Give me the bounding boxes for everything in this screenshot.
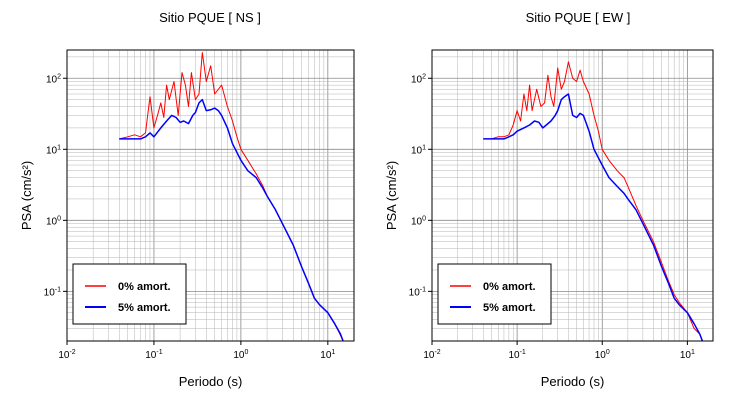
x-tick-label: 101 [680,349,695,361]
chart-panel-ew: Sitio PQUE [ EW ]10-2 10-1 100 10110-110010… [384,10,714,389]
x-tick-label: 101 [320,349,335,361]
x-axis-title: Periodo (s) [179,374,243,389]
y-tick-label: 101 [46,144,61,156]
y-tick-label: 101 [411,144,426,156]
x-tick-label: 10-1 [508,349,525,361]
plot-frame [66,49,355,342]
chart-title: Sitio PQUE [ EW ] [526,10,631,25]
x-tick-label: 10-1 [145,349,162,361]
legend-box [437,263,552,325]
series-line-amort-5 [483,93,704,342]
legend-label-amort-5: 5% amort. [483,302,536,314]
y-tick-label: 102 [46,73,61,85]
y-tick-label: 102 [411,73,426,85]
legend-label-amort-0: 0% amort. [483,281,536,293]
x-tick-label: 10-2 [58,349,75,361]
y-tick-label: 100 [46,215,61,227]
legend: 0% amort. 5% amort. [72,263,187,325]
y-axis-title: PSA (cm/s²) [19,161,34,230]
plot-frame [431,49,714,342]
legend-label-amort-0: 0% amort. [118,281,171,293]
legend-box [72,263,187,325]
x-axis-title: Periodo (s) [541,374,605,389]
y-tick-label: 100 [411,215,426,227]
y-tick-label: 10-1 [409,286,426,298]
x-tick-label: 100 [233,349,248,361]
x-tick-label: 100 [595,349,610,361]
x-tick-label: 10-2 [423,349,440,361]
ticks: 10-2 10-1 100 101 10-1 100 101 102 [44,73,336,361]
series-line-amort-5 [119,98,344,342]
chart-title: Sitio PQUE [ NS ] [159,10,261,25]
ticks: 10-2 10-1 100 101 10-1 100 101 102 [409,73,695,361]
legend-label-amort-5: 5% amort. [118,302,171,314]
chart-panel-ns: Sitio PQUE [ NS ]10-2 10-1 100 10110-110010… [19,10,355,389]
y-axis-title: PSA (cm/s²) [384,161,399,230]
series-line-amort-0 [483,61,703,342]
y-tick-label: 10-1 [44,286,61,298]
legend: 0% amort. 5% amort. [437,263,552,325]
